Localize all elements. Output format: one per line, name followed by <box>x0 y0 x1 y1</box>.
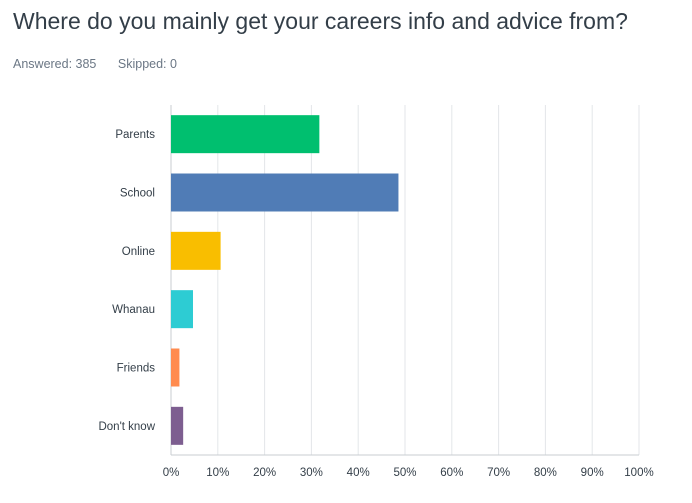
bar[interactable] <box>171 115 320 154</box>
x-tick-label: 0% <box>163 467 180 479</box>
x-tick-label: 20% <box>253 467 276 479</box>
x-tick-label: 90% <box>581 467 604 479</box>
category-label: School <box>120 188 155 200</box>
x-tick-label: 40% <box>347 467 370 479</box>
x-tick-label: 50% <box>393 467 416 479</box>
skipped-count: Skipped: 0 <box>117 57 177 71</box>
x-tick-label: 30% <box>300 467 323 479</box>
bar[interactable] <box>171 348 180 387</box>
bar[interactable] <box>171 231 221 270</box>
bar[interactable] <box>171 290 193 329</box>
x-tick-label: 100% <box>624 467 653 479</box>
answered-count: Answered: 385 <box>13 57 97 71</box>
category-label: Don't know <box>98 421 155 433</box>
bar[interactable] <box>171 406 184 445</box>
category-label: Online <box>122 246 155 258</box>
bar[interactable] <box>171 173 399 212</box>
x-tick-label: 70% <box>487 467 510 479</box>
x-tick-label: 80% <box>534 467 557 479</box>
x-tick-label: 60% <box>440 467 463 479</box>
survey-question-title: Where do you mainly get your careers inf… <box>13 8 628 34</box>
category-label: Whanau <box>112 304 155 316</box>
category-label: Parents <box>115 129 155 141</box>
x-tick-label: 10% <box>206 467 229 479</box>
category-label: Friends <box>117 363 156 375</box>
response-stats: Answered: 385 Skipped: 0 <box>13 57 195 71</box>
